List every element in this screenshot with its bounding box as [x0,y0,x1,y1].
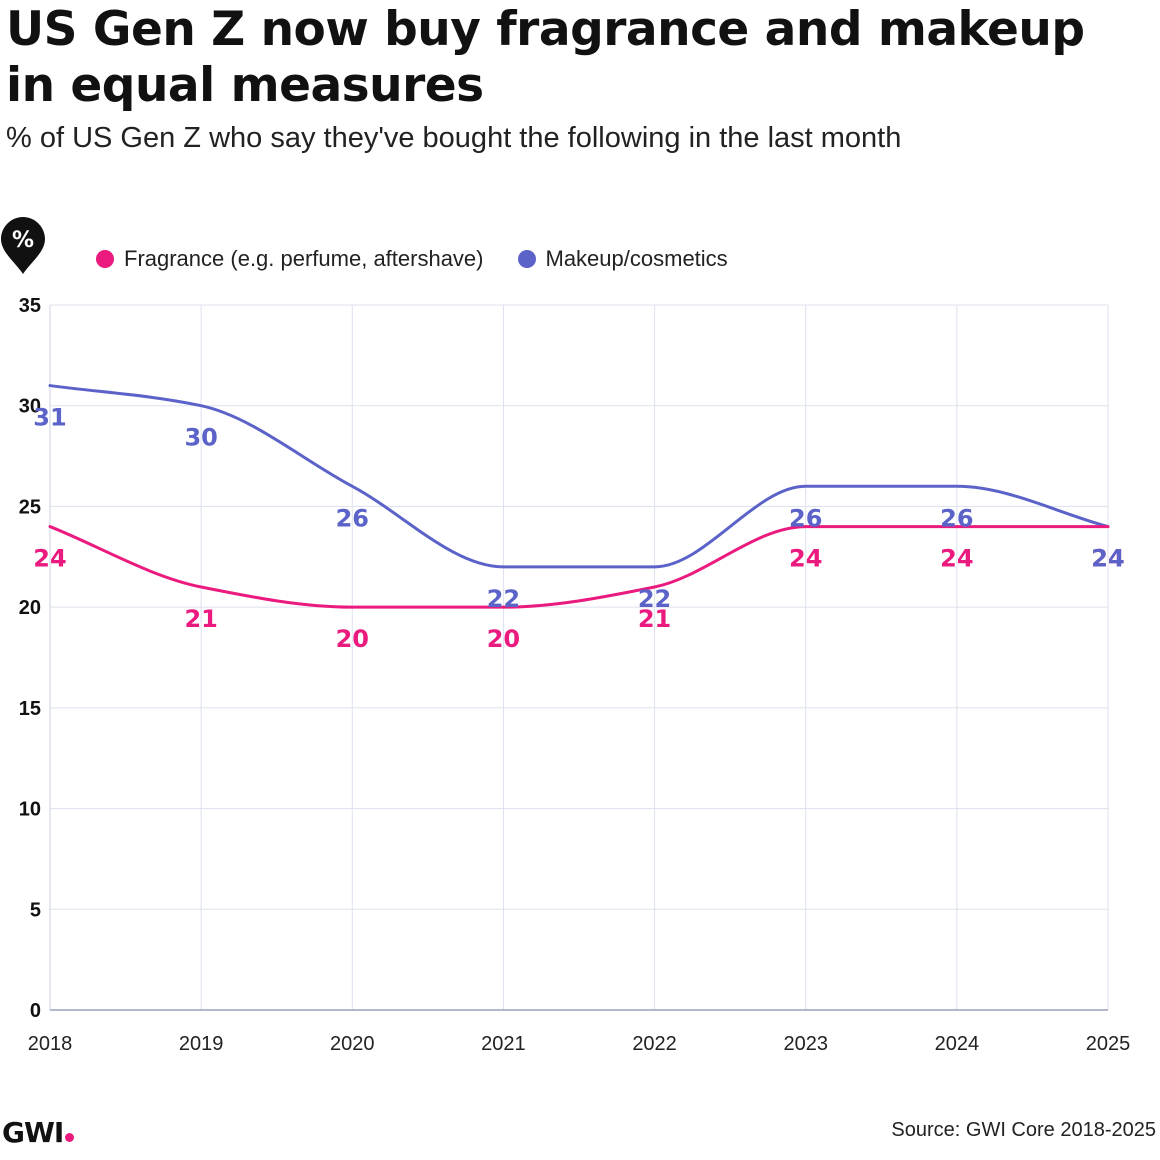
data-label-makeup-2023: 26 [789,504,822,532]
y-tick-label-20: 20 [19,597,41,619]
x-tick-label-2022: 2022 [632,1033,677,1055]
legend-swatch-fragrance [96,250,114,268]
y-tick-label-10: 10 [19,799,41,821]
data-label-fragrance-2023: 24 [789,545,822,573]
data-label-makeup-2020: 26 [336,504,369,532]
gwi-logo: GWI [2,1116,75,1149]
x-tick-label-2024: 2024 [935,1033,980,1055]
y-tick-label-25: 25 [19,496,41,518]
source-note: Source: GWI Core 2018-2025 [891,1119,1156,1141]
series-line-fragrance [48,525,1110,609]
data-label-fragrance-2018: 24 [33,545,66,573]
data-label-makeup-2024: 26 [940,504,973,532]
chart-subtitle: % of US Gen Z who say they've bought the… [6,122,902,154]
data-label-fragrance-2024: 24 [940,545,973,573]
data-label-fragrance-2019: 21 [184,605,217,633]
data-label-makeup-2025: 24 [1091,545,1124,573]
y-tick-label-15: 15 [19,698,41,720]
x-tick-label-2018: 2018 [28,1033,73,1055]
percent-badge-label: % [12,228,34,253]
logo-dot [65,1133,75,1142]
legend-label-fragrance: Fragrance (e.g. perfume, aftershave) [124,246,484,271]
data-label-fragrance-2020: 20 [336,625,369,653]
x-tick-label-2025: 2025 [1086,1033,1131,1055]
data-label-fragrance-2022: 21 [638,605,671,633]
chart-title: US Gen Z now buy fragrance and makeup in… [6,2,1085,113]
percent-pin-icon: % [1,217,45,274]
series-line-makeup [48,384,1110,569]
x-tick-label-2020: 2020 [330,1033,375,1055]
x-tick-label-2021: 2021 [481,1033,526,1055]
data-label-makeup-2021: 22 [487,585,520,613]
data-label-makeup-2022: 22 [638,585,671,613]
y-tick-label-30: 30 [19,396,41,418]
data-label-makeup-2018: 31 [33,404,66,432]
y-tick-label-0: 0 [30,1000,41,1022]
x-tick-label-2023: 2023 [783,1033,828,1055]
logo-text: GWI [2,1116,64,1149]
y-tick-label-5: 5 [30,899,41,921]
legend-item-makeup: Makeup/cosmetics [517,246,728,272]
legend-label-makeup: Makeup/cosmetics [545,246,728,271]
y-tick-label-35: 35 [19,295,41,317]
x-tick-label-2019: 2019 [179,1033,224,1055]
data-label-fragrance-2021: 20 [487,625,520,653]
data-label-fragrance-2025: 24 [1091,545,1124,573]
chart-legend: Fragrance (e.g. perfume, aftershave) Mak… [96,244,762,274]
legend-swatch-makeup [517,250,536,268]
legend-item-fragrance: Fragrance (e.g. perfume, aftershave) [96,246,484,272]
data-label-makeup-2019: 30 [184,424,217,452]
